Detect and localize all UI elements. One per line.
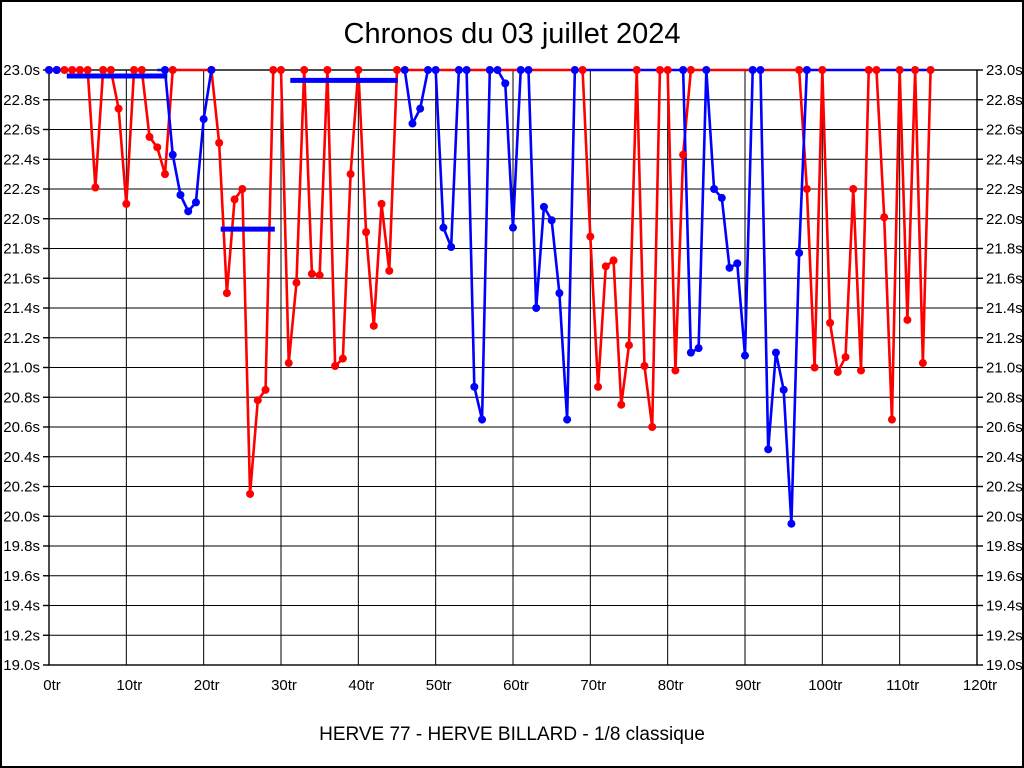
svg-text:22.2s: 22.2s <box>986 181 1023 198</box>
svg-text:120tr: 120tr <box>963 677 997 694</box>
svg-text:22.0s: 22.0s <box>3 211 40 228</box>
svg-text:21.6s: 21.6s <box>3 270 40 287</box>
svg-text:22.4s: 22.4s <box>3 151 40 168</box>
svg-text:19.2s: 19.2s <box>3 627 40 644</box>
svg-text:21.0s: 21.0s <box>986 360 1023 377</box>
svg-text:19.4s: 19.4s <box>3 598 40 615</box>
svg-text:21.4s: 21.4s <box>986 300 1023 317</box>
svg-text:19.0s: 19.0s <box>3 657 40 674</box>
svg-text:20.0s: 20.0s <box>3 508 40 525</box>
svg-text:20.2s: 20.2s <box>986 479 1023 496</box>
svg-text:20.6s: 20.6s <box>3 419 40 436</box>
svg-text:22.8s: 22.8s <box>986 92 1023 109</box>
svg-text:90tr: 90tr <box>735 677 761 694</box>
svg-text:20tr: 20tr <box>194 677 220 694</box>
svg-text:21.4s: 21.4s <box>3 300 40 317</box>
svg-text:20.6s: 20.6s <box>986 419 1023 436</box>
svg-text:10tr: 10tr <box>116 677 142 694</box>
svg-text:70tr: 70tr <box>580 677 606 694</box>
svg-text:22.6s: 22.6s <box>3 122 40 139</box>
svg-text:22.2s: 22.2s <box>3 181 40 198</box>
svg-text:20.2s: 20.2s <box>3 479 40 496</box>
svg-text:60tr: 60tr <box>503 677 529 694</box>
svg-text:19.6s: 19.6s <box>986 568 1023 585</box>
svg-text:22.4s: 22.4s <box>986 151 1023 168</box>
svg-text:40tr: 40tr <box>348 677 374 694</box>
svg-text:19.0s: 19.0s <box>986 657 1023 674</box>
svg-text:21.2s: 21.2s <box>3 330 40 347</box>
svg-text:19.8s: 19.8s <box>986 538 1023 555</box>
svg-text:21.2s: 21.2s <box>986 330 1023 347</box>
svg-text:20.8s: 20.8s <box>3 389 40 406</box>
svg-text:20.4s: 20.4s <box>3 449 40 466</box>
svg-text:0tr: 0tr <box>43 677 61 694</box>
svg-text:110tr: 110tr <box>886 677 919 694</box>
chart-footer: HERVE 77 - HERVE BILLARD - 1/8 classique <box>319 724 705 745</box>
svg-text:21.8s: 21.8s <box>986 241 1023 258</box>
svg-text:23.0s: 23.0s <box>986 62 1023 79</box>
svg-text:100tr: 100tr <box>808 677 842 694</box>
svg-text:21.8s: 21.8s <box>3 241 40 258</box>
svg-text:19.6s: 19.6s <box>3 568 40 585</box>
svg-text:19.4s: 19.4s <box>986 598 1023 615</box>
svg-text:20.8s: 20.8s <box>986 389 1023 406</box>
svg-text:19.8s: 19.8s <box>3 538 40 555</box>
chart-title: Chronos du 03 juillet 2024 <box>343 18 681 50</box>
svg-text:20.0s: 20.0s <box>986 508 1023 525</box>
svg-text:22.8s: 22.8s <box>3 92 40 109</box>
svg-text:22.6s: 22.6s <box>986 122 1023 139</box>
svg-text:23.0s: 23.0s <box>3 62 40 79</box>
svg-text:22.0s: 22.0s <box>986 211 1023 228</box>
svg-text:21.0s: 21.0s <box>3 360 40 377</box>
svg-text:20.4s: 20.4s <box>986 449 1023 466</box>
svg-text:80tr: 80tr <box>658 677 684 694</box>
svg-text:30tr: 30tr <box>271 677 297 694</box>
svg-text:19.2s: 19.2s <box>986 627 1023 644</box>
svg-text:50tr: 50tr <box>426 677 452 694</box>
svg-text:21.6s: 21.6s <box>986 270 1023 287</box>
